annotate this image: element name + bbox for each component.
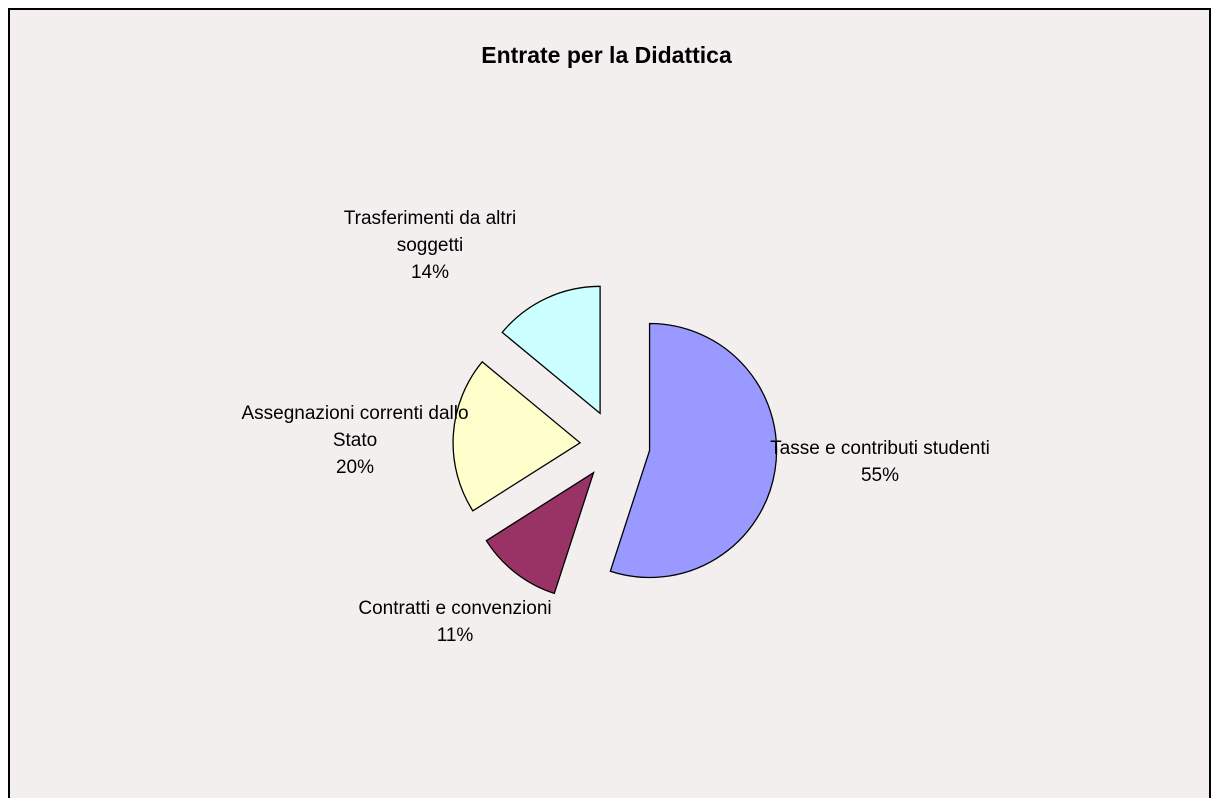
pie-slice	[501, 285, 601, 415]
slice-label: Trasferimenti da altri soggetti 14%	[310, 205, 550, 286]
chart-title: Entrate per la Didattica	[481, 42, 732, 68]
value-label: 11%	[436, 625, 474, 646]
pie-slice	[609, 322, 778, 579]
value-label: 55%	[860, 465, 900, 486]
category-name: Assegnazioni correnti dallo Stato	[241, 403, 469, 451]
category-name: Trasferimenti da altri soggetti	[343, 208, 517, 256]
slice-label: Contratti e convenzioni 11%	[335, 595, 575, 649]
category-name: Contratti e convenzioni	[358, 598, 552, 619]
value-label: 14%	[410, 262, 450, 283]
value-label: 20%	[335, 457, 375, 478]
slice-label: Assegnazioni correnti dallo Stato 20%	[235, 400, 475, 481]
category-name: Tasse e contributi studenti	[770, 438, 990, 459]
chart-frame	[8, 8, 1211, 798]
slice-label: Tasse e contributi studenti 55%	[760, 435, 1000, 489]
pie-slice	[452, 360, 582, 512]
pie-slice	[485, 471, 595, 595]
